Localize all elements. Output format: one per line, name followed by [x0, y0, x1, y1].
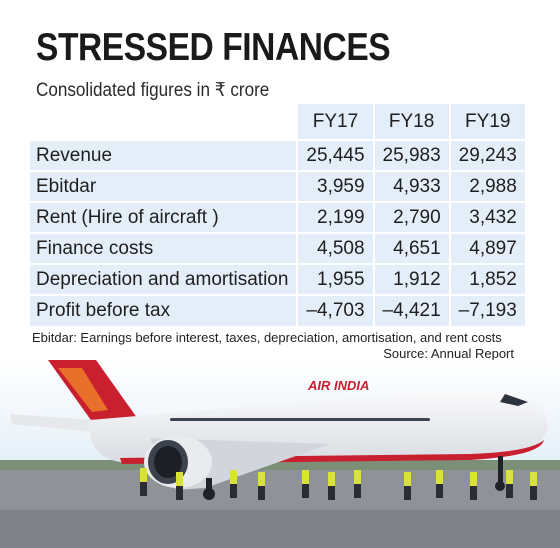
footnote: Ebitdar: Earnings before interest, taxes… — [32, 330, 502, 345]
cell-value: 25,445 — [296, 139, 374, 171]
airline-livery-text: AIR INDIA — [307, 378, 369, 393]
cell-value: –4,703 — [296, 294, 374, 326]
cell-value: 4,933 — [372, 170, 450, 202]
cell-value: –7,193 — [448, 294, 525, 326]
cell-value: 3,959 — [296, 170, 374, 202]
aircraft-photo: AIR INDIA — [0, 360, 560, 548]
tail-logo-icon — [58, 368, 108, 412]
column-header-fy18: FY18 — [372, 104, 450, 140]
row-label: Depreciation and amortisation — [30, 263, 298, 295]
cell-value: 3,432 — [448, 201, 525, 233]
table-row-finance-costs: Finance costs 4,508 4,651 4,897 — [30, 232, 525, 264]
financials-table: FY17 FY18 FY19 Revenue 25,445 25,983 29,… — [30, 104, 525, 326]
cell-value: 1,955 — [296, 263, 374, 295]
cell-value: 1,912 — [372, 263, 450, 295]
cell-value: 2,988 — [448, 170, 525, 202]
table-row-rent: Rent (Hire of aircraft ) 2,199 2,790 3,4… — [30, 201, 525, 233]
cell-value: 4,651 — [372, 232, 450, 264]
table-row-depreciation: Depreciation and amortisation 1,955 1,91… — [30, 263, 525, 295]
source-credit: Source: Annual Report — [383, 346, 514, 361]
header-blank-cell — [30, 104, 298, 140]
column-header-fy19: FY19 — [448, 104, 525, 140]
cell-value: 2,790 — [372, 201, 450, 233]
row-label: Finance costs — [30, 232, 298, 264]
table-row-revenue: Revenue 25,445 25,983 29,243 — [30, 139, 525, 171]
row-label: Ebitdar — [30, 170, 298, 202]
cell-value: 29,243 — [448, 139, 525, 171]
table-row-profit-before-tax: Profit before tax –4,703 –4,421 –7,193 — [30, 294, 525, 326]
ground-crew — [140, 468, 537, 486]
table-header-row: FY17 FY18 FY19 — [30, 104, 525, 140]
cell-value: 2,199 — [296, 201, 374, 233]
page-subtitle: Consolidated figures in ₹ crore — [36, 80, 270, 101]
cell-value: 4,897 — [448, 232, 525, 264]
cell-value: 1,852 — [448, 263, 525, 295]
table-row-ebitdar: Ebitdar 3,959 4,933 2,988 — [30, 170, 525, 202]
column-header-fy17: FY17 — [296, 104, 374, 140]
row-label: Profit before tax — [30, 294, 298, 326]
page-title: STRESSED FINANCES — [36, 26, 391, 69]
cell-value: –4,421 — [372, 294, 450, 326]
row-label: Revenue — [30, 139, 298, 171]
row-label: Rent (Hire of aircraft ) — [30, 201, 298, 233]
cell-value: 25,983 — [372, 139, 450, 171]
cell-value: 4,508 — [296, 232, 374, 264]
